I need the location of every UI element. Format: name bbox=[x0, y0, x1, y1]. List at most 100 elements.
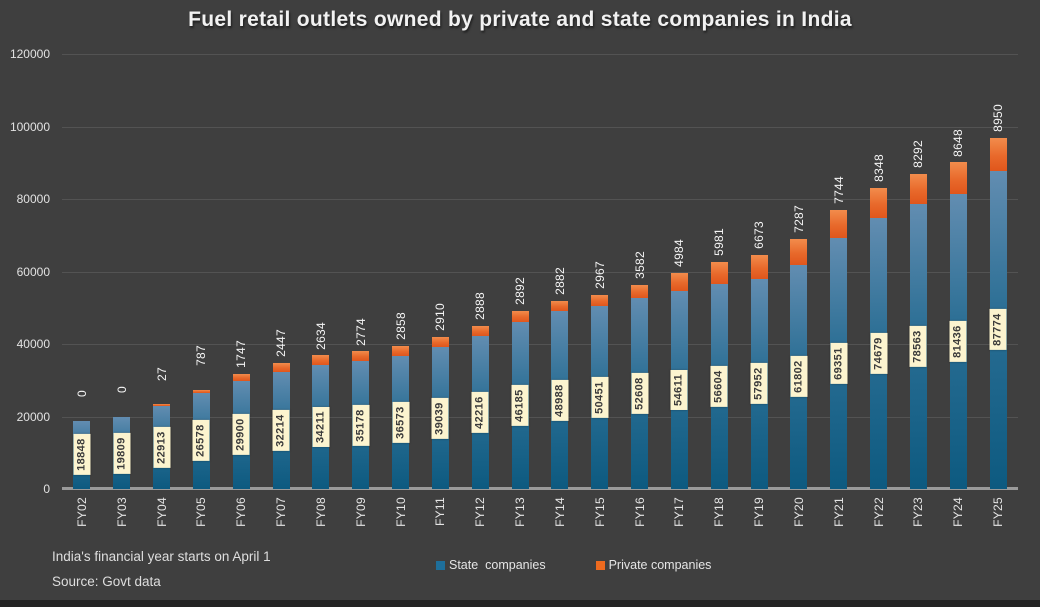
state-value-label: 54611 bbox=[670, 370, 688, 411]
private-value-label: 2447 bbox=[274, 329, 289, 358]
bar-group: 4984 54611 FY17 bbox=[660, 54, 700, 527]
private-value-label: 2910 bbox=[433, 303, 448, 331]
private-bar-segment bbox=[949, 162, 967, 194]
x-tick-label: FY15 bbox=[592, 497, 607, 527]
x-tick-label: FY11 bbox=[433, 497, 448, 526]
state-value-label: 29900 bbox=[232, 414, 250, 456]
gridline bbox=[62, 54, 1018, 55]
state-value-label: 57952 bbox=[750, 363, 768, 405]
x-tick-label: FY03 bbox=[114, 497, 129, 527]
private-value-label: 1747 bbox=[234, 340, 249, 369]
x-tick-label: FY25 bbox=[991, 497, 1006, 527]
bar-group: 2634 34211 FY08 bbox=[301, 54, 341, 527]
private-bar-segment bbox=[909, 174, 927, 205]
private-bar-segment bbox=[232, 374, 250, 381]
x-tick-label: FY06 bbox=[234, 497, 249, 527]
bar-group: 5981 56604 FY18 bbox=[699, 54, 739, 527]
bar-group: 2858 36573 FY10 bbox=[381, 54, 421, 527]
state-value-label: 69351 bbox=[830, 343, 848, 384]
x-tick-label: FY05 bbox=[194, 497, 209, 527]
private-value-label: 7744 bbox=[831, 175, 846, 204]
x-tick-label: FY09 bbox=[353, 497, 368, 527]
private-bar-segment bbox=[471, 325, 489, 336]
private-bar-segment bbox=[431, 336, 449, 348]
state-value-label: 32214 bbox=[272, 410, 290, 451]
private-value-label: 4984 bbox=[672, 239, 687, 267]
x-tick-label: FY04 bbox=[154, 497, 169, 527]
private-bar-segment bbox=[591, 295, 609, 307]
legend-label: State companies bbox=[449, 558, 546, 572]
state-value-label: 46185 bbox=[511, 385, 529, 426]
legend-label: Private companies bbox=[608, 558, 712, 572]
private-value-label: 2858 bbox=[393, 312, 408, 341]
private-value-label: 0 bbox=[114, 386, 129, 394]
private-bar-segment bbox=[870, 188, 888, 219]
x-tick-label: FY18 bbox=[712, 497, 727, 527]
legend-swatch-icon bbox=[595, 560, 605, 570]
bar-group: 8648 81436 FY24 bbox=[938, 54, 978, 527]
private-bar-segment bbox=[551, 300, 569, 312]
x-tick-label: FY16 bbox=[632, 497, 647, 527]
private-value-label: 3582 bbox=[632, 251, 647, 280]
y-tick-label: 80000 bbox=[16, 192, 50, 206]
bar-group: 7744 69351 FY21 bbox=[819, 54, 859, 527]
x-tick-label: FY07 bbox=[274, 497, 289, 527]
private-value-label: 8292 bbox=[911, 140, 926, 169]
private-bar-segment bbox=[392, 346, 410, 357]
state-value-label: 81436 bbox=[949, 321, 967, 362]
gridline bbox=[62, 344, 1018, 345]
gridline bbox=[62, 416, 1018, 418]
state-value-label: 52608 bbox=[631, 373, 649, 414]
x-tick-label: FY20 bbox=[791, 497, 806, 527]
bar-group: 8348 74679 FY22 bbox=[859, 54, 899, 527]
x-tick-label: FY13 bbox=[513, 497, 528, 527]
bar-group: 787 26578 FY05 bbox=[182, 54, 222, 527]
private-value-label: 8950 bbox=[991, 104, 1006, 133]
private-value-label: 7287 bbox=[791, 204, 806, 233]
bar-group: 0 18848 FY02 bbox=[62, 54, 102, 527]
state-value-label: 87774 bbox=[989, 309, 1007, 351]
state-value-label: 50451 bbox=[591, 377, 609, 418]
bar-group: 2882 48988 FY14 bbox=[540, 54, 580, 527]
bar-group: 2888 42216 FY12 bbox=[460, 54, 500, 527]
x-tick-label: FY17 bbox=[672, 497, 687, 527]
private-bar-segment bbox=[790, 238, 808, 265]
y-tick-label: 20000 bbox=[16, 409, 50, 424]
bottom-strip bbox=[0, 600, 1040, 607]
bar-group: 2447 32214 FY07 bbox=[261, 54, 301, 527]
bar-group: 3582 52608 FY16 bbox=[620, 54, 660, 527]
private-bar-segment bbox=[511, 311, 529, 322]
x-tick-label: FY22 bbox=[871, 497, 886, 527]
y-tick-label: 100000 bbox=[9, 119, 50, 134]
state-value-label: 34211 bbox=[312, 407, 330, 447]
state-value-label: 39039 bbox=[431, 397, 449, 439]
private-value-label: 0 bbox=[74, 389, 89, 397]
legend-item-private: Private companies bbox=[595, 558, 712, 572]
private-bar-segment bbox=[631, 285, 649, 299]
bar-group: 2910 39039 FY11 bbox=[421, 54, 461, 526]
private-bar-segment bbox=[192, 389, 210, 393]
private-value-label: 2892 bbox=[513, 277, 528, 306]
private-bar-segment bbox=[830, 209, 848, 238]
footnote-source: Source: Govt data bbox=[52, 574, 161, 589]
x-tick-label: FY08 bbox=[313, 497, 328, 527]
legend-item-state: State companies bbox=[436, 558, 546, 572]
state-value-label: 61802 bbox=[790, 356, 808, 398]
bar-group: 8292 78563 FY23 bbox=[899, 54, 939, 527]
bar-group: 0 19809 FY03 bbox=[102, 54, 142, 527]
x-axis-line bbox=[62, 487, 1018, 490]
private-bar-segment bbox=[352, 351, 370, 362]
plot-area: 0 18848 FY02 0 19809 FY03 27 22913 FY04 787 26578 F… bbox=[62, 54, 1018, 527]
private-bar-segment bbox=[710, 262, 728, 284]
private-value-label: 2967 bbox=[592, 261, 607, 290]
legend-swatch-icon bbox=[436, 560, 445, 570]
private-value-label: 27 bbox=[154, 366, 169, 381]
bar-group: 6673 57952 FY19 bbox=[739, 54, 779, 527]
state-value-label: 22913 bbox=[153, 427, 171, 468]
bar-group: 8950 87774 FY25 bbox=[978, 54, 1018, 527]
state-value-label: 26578 bbox=[192, 420, 210, 462]
y-tick-label: 60000 bbox=[16, 264, 50, 279]
gridline bbox=[62, 271, 1018, 273]
x-tick-label: FY21 bbox=[831, 497, 846, 527]
chart-title: Fuel retail outlets owned by private and… bbox=[188, 8, 852, 31]
